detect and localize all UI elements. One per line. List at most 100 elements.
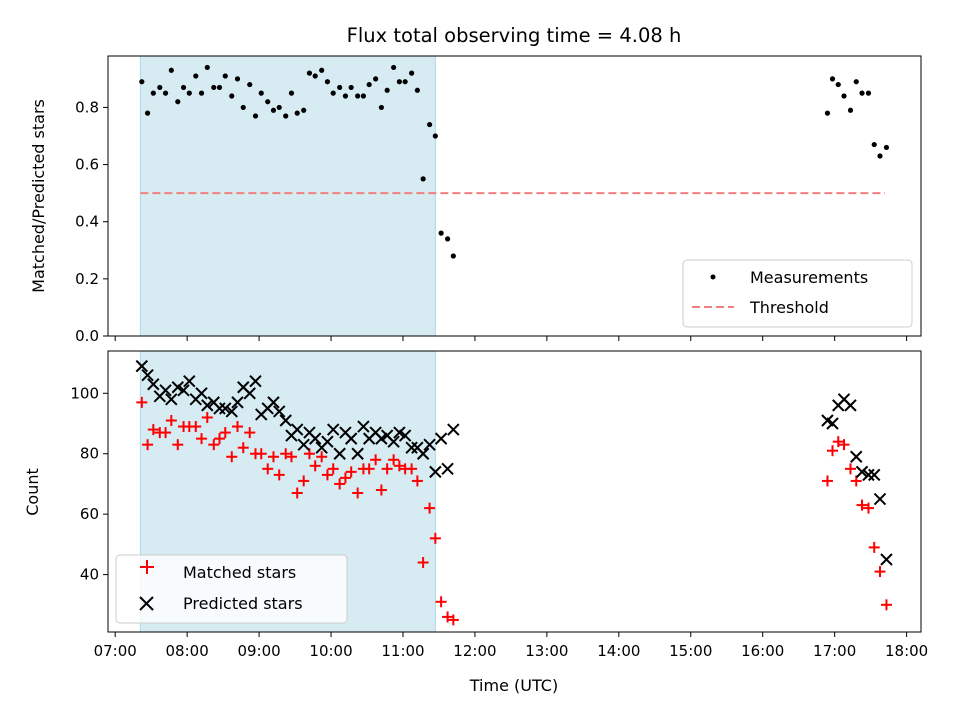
threshold-legend-label: Threshold — [749, 298, 829, 317]
bottom-x-axis: 07:00 08:00 09:00 10:00 11:00 12:00 13:00 14:00… — [94, 632, 928, 660]
bottom-y-axis: 40 60 80 100 — [70, 384, 108, 584]
measurement-point — [180, 84, 187, 91]
measurement-point — [342, 93, 349, 99]
predicted-star-point — [405, 441, 418, 454]
matched-star-point — [219, 427, 231, 439]
matched-star-point — [334, 478, 346, 490]
top-shaded-span — [139, 55, 436, 337]
predicted-star-point — [321, 435, 334, 448]
matched-star-point — [172, 439, 184, 451]
measurement-point — [402, 79, 408, 85]
x-tick-label: 10:00 — [309, 642, 352, 660]
predicted-star-point — [868, 468, 881, 482]
matched-star-point — [856, 499, 868, 511]
measurement-point — [150, 90, 156, 96]
predicted-star-point — [243, 387, 256, 400]
matched-star-point — [190, 421, 202, 433]
measurement-point — [216, 84, 223, 91]
predicted-star-point — [351, 447, 364, 460]
measurement-point — [853, 79, 859, 85]
top-plot-frame — [107, 55, 922, 337]
matched-star-point — [411, 475, 423, 487]
predicted-star-point — [249, 375, 262, 388]
measurement-point — [247, 81, 253, 88]
measurement-point — [240, 104, 246, 111]
matched-star-point — [447, 614, 459, 626]
y-tick-label: 0.8 — [75, 98, 99, 116]
x-tick-label: 08:00 — [166, 642, 209, 660]
measurement-point — [414, 87, 420, 93]
matched-star-point — [214, 433, 226, 445]
measurement-point — [312, 73, 318, 79]
measurement-point — [294, 110, 300, 116]
x-tick-label: 07:00 — [94, 642, 137, 660]
predicted-star-point — [398, 429, 412, 442]
top-legend: Measurements Threshold — [682, 259, 913, 328]
matched-star-point — [316, 451, 328, 463]
predicted-star-point — [267, 396, 280, 409]
y-tick-label: 0.6 — [75, 156, 99, 174]
measurement-point — [444, 236, 451, 242]
predicted-star-point — [326, 423, 340, 436]
predicted-star-point — [225, 405, 238, 418]
measurement-points — [139, 64, 890, 259]
matched-star-point — [280, 448, 292, 460]
bottom-y-axis-label: Count — [23, 468, 42, 516]
predicted-star-point — [423, 438, 436, 451]
predicted-stars-legend-marker — [139, 596, 154, 611]
matched-stars-legend-marker — [140, 560, 154, 574]
measurement-point — [391, 64, 397, 71]
predicted-star-point — [171, 381, 184, 394]
measurement-point — [306, 70, 313, 76]
matched-star-point — [142, 439, 154, 451]
matched-star-point — [850, 475, 862, 487]
measurement-point — [337, 84, 343, 91]
x-axis-label: Time (UTC) — [469, 676, 558, 695]
matched-star-point — [160, 427, 172, 439]
matched-star-point — [832, 436, 844, 448]
matched-star-point — [298, 475, 310, 487]
predicted-star-point — [165, 393, 178, 406]
y-tick-label: 60 — [80, 505, 99, 523]
bottom-legend-box — [115, 554, 348, 624]
measurement-point — [360, 93, 367, 99]
top-x-ticks — [114, 336, 908, 341]
measurement-point — [420, 176, 426, 182]
predicted-star-point — [147, 378, 160, 391]
matched-star-point — [435, 596, 447, 608]
matched-star-point — [273, 469, 285, 481]
matched-star-point — [321, 469, 333, 481]
predicted-star-point — [159, 384, 172, 397]
predicted-star-point — [855, 465, 869, 479]
matched-star-point — [237, 442, 249, 454]
predicted-star-point — [873, 492, 887, 506]
x-tick-label: 11:00 — [381, 642, 424, 660]
x-tick-label: 09:00 — [237, 642, 280, 660]
chart-title: Flux total observing time = 4.08 h — [347, 24, 682, 47]
matched-star-points — [136, 396, 892, 626]
matched-star-point — [208, 439, 220, 451]
predicted-star-point — [434, 432, 448, 445]
bottom-legend: Matched stars Predicted stars — [115, 554, 348, 624]
measurement-point — [432, 133, 438, 139]
bottom-plot-frame — [107, 350, 922, 633]
top-panel: 0.00.20.40.60.8 Matched/Predicted stars … — [29, 55, 922, 345]
matched-star-point — [424, 502, 436, 514]
matched-star-point — [862, 502, 874, 514]
predicted-star-point — [850, 450, 863, 463]
measurement-point — [252, 113, 259, 119]
x-tick-label: 14:00 — [597, 642, 640, 660]
predicted-star-point — [880, 553, 893, 566]
measurement-point — [348, 84, 354, 91]
measurement-point — [330, 90, 336, 96]
measurement-point — [186, 90, 192, 96]
matched-star-point — [868, 541, 880, 553]
measurement-point — [211, 84, 217, 91]
matched-star-point — [874, 566, 886, 578]
matched-star-point — [244, 427, 256, 439]
predicted-star-point — [135, 359, 149, 373]
predicted-star-point — [201, 399, 214, 412]
x-tick-label: 16:00 — [741, 642, 784, 660]
predicted-star-point — [357, 420, 370, 433]
matched-star-point — [352, 487, 364, 499]
